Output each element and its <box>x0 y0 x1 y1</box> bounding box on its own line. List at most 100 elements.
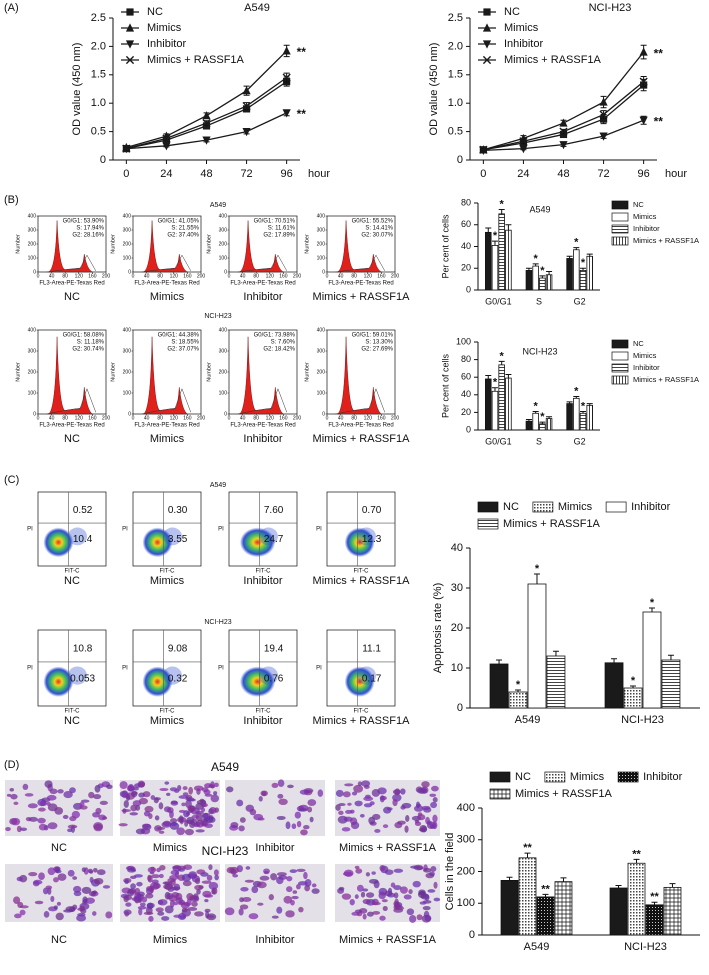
y-axis-label: Per cent of cells <box>440 214 450 279</box>
hist-y-label: Number <box>15 234 21 254</box>
cell <box>129 889 135 895</box>
scatter-x-label: FIT-C <box>354 709 370 715</box>
y-tick-label: 2.5 <box>91 12 106 24</box>
cell <box>161 821 172 828</box>
panel-label: (C) <box>4 474 19 486</box>
gate-text: G2: 18.42% <box>263 347 295 353</box>
cell <box>151 874 160 879</box>
cell <box>81 867 86 873</box>
hist-x-tick-label: 40 <box>49 273 55 279</box>
cell <box>169 822 180 830</box>
cell <box>270 873 278 881</box>
cell <box>121 790 129 799</box>
marker <box>599 110 608 119</box>
hist-x-tick-label: 40 <box>144 273 150 279</box>
cell <box>159 787 169 792</box>
gate-text: G0/G1: 58.08% <box>63 333 105 339</box>
hist-x-tick-label: 80 <box>351 415 357 421</box>
cell <box>416 914 423 921</box>
row-title: NCI-H23 <box>202 844 249 858</box>
cell <box>53 905 58 910</box>
error-bar <box>525 267 532 271</box>
hist-y-tick-label: 200 <box>219 241 228 247</box>
hist-x-tick-label: 120 <box>364 415 373 421</box>
cell <box>189 821 196 828</box>
cell <box>181 873 192 882</box>
cell <box>417 787 428 794</box>
cell <box>356 884 364 892</box>
cell <box>241 897 252 902</box>
cell <box>76 914 87 922</box>
cell <box>167 878 177 883</box>
x-tick-label: G2 <box>574 296 586 306</box>
y-tick-label: 0.5 <box>448 126 463 138</box>
quadrant-value: 24.7 <box>264 534 284 545</box>
scatter-x-label: FIT-C <box>160 709 176 715</box>
row-title: A549 <box>210 482 226 489</box>
scatter-cloud <box>239 666 276 697</box>
chart-title: NCI-H23 <box>522 346 557 356</box>
hist-y-tick-label: 300 <box>219 227 228 233</box>
cell <box>73 885 82 893</box>
caption: Mimics + RASSF1A <box>313 575 411 587</box>
hist-y-tick-label: 300 <box>219 348 228 354</box>
cell <box>401 802 412 809</box>
legend-label: NC <box>515 771 531 783</box>
cell <box>131 790 138 798</box>
caption: NC <box>64 291 80 303</box>
cell <box>163 806 172 813</box>
cell <box>179 915 186 919</box>
cell <box>409 914 417 923</box>
bar <box>500 879 519 936</box>
marker <box>482 23 492 32</box>
cell <box>169 787 178 792</box>
significance-label: * <box>631 675 636 687</box>
hist-x-tick-label: 80 <box>62 273 68 279</box>
cell <box>371 788 380 797</box>
row-title: A549 <box>210 202 226 209</box>
cell <box>433 897 441 902</box>
cell <box>169 810 174 819</box>
cell <box>372 910 381 915</box>
x-tick-label: G2 <box>574 436 586 446</box>
y-tick-label: 0 <box>457 154 463 166</box>
y-tick-label: 20 <box>461 263 471 273</box>
cell <box>19 909 26 916</box>
cell <box>94 784 101 793</box>
cell <box>256 881 267 889</box>
error-bar <box>485 227 492 233</box>
cell <box>290 899 295 906</box>
marker <box>162 134 171 143</box>
error-bar <box>498 360 505 365</box>
marker <box>599 97 608 106</box>
cell <box>178 815 184 823</box>
cell <box>405 814 410 822</box>
cell <box>187 805 196 812</box>
significance-label: ** <box>523 842 532 854</box>
error-bar <box>633 858 640 864</box>
histogram-frame <box>228 215 298 273</box>
cell <box>208 864 213 871</box>
legend-label: Mimics + RASSF1A <box>503 518 601 530</box>
cell <box>79 805 88 810</box>
gate-text: G2: 28.16% <box>72 233 104 239</box>
hist-x-tick-label: 0 <box>326 273 329 279</box>
cell <box>123 895 133 901</box>
cell <box>354 894 359 899</box>
x-tick-label: 72 <box>240 168 252 180</box>
cell <box>238 908 244 916</box>
error-bar <box>573 247 580 250</box>
cell <box>194 878 201 885</box>
cell <box>357 781 363 787</box>
cell <box>201 880 212 884</box>
cell <box>157 911 165 916</box>
cell <box>88 791 95 799</box>
cell <box>9 788 15 792</box>
histogram-frame <box>326 215 396 273</box>
cell <box>291 823 297 830</box>
cell <box>430 801 438 809</box>
legend-swatch <box>489 788 511 800</box>
cell <box>93 868 98 873</box>
hist-y-tick-label: 0 <box>224 269 227 275</box>
x-tick-label: 0 <box>480 168 486 180</box>
